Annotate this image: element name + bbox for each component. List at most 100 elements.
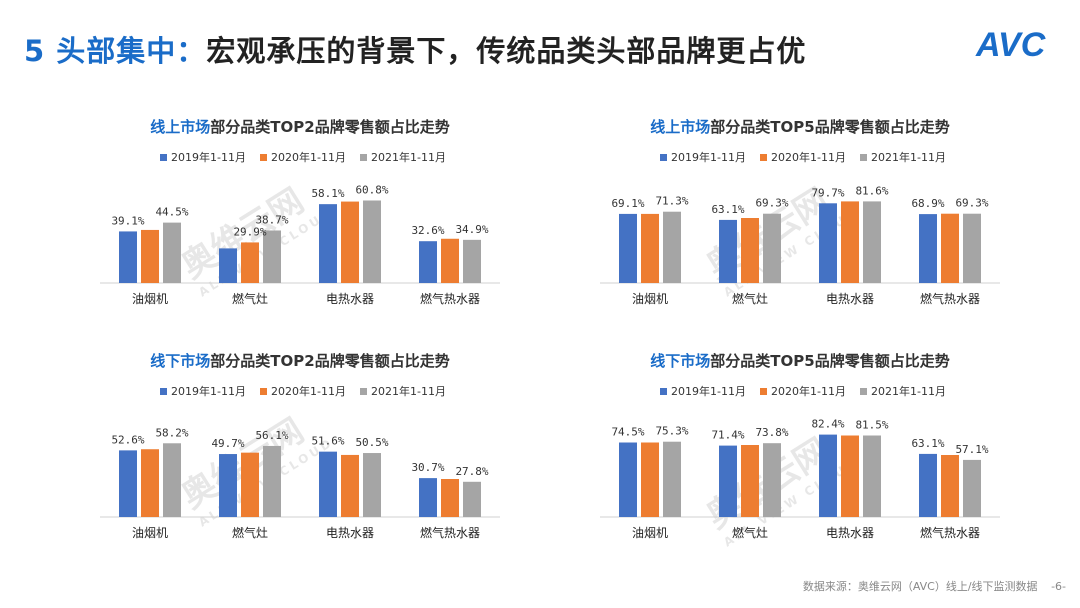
data-label: 69.3%: [755, 197, 788, 210]
source-note: 数据来源：奥维云网（AVC）线上/线下监测数据: [802, 580, 1038, 593]
bar: [363, 200, 381, 283]
data-label: 74.5%: [611, 426, 644, 439]
chart-title: 线下市场部分品类TOP5品牌零售额占比走势: [650, 352, 949, 370]
legend-swatch: [260, 154, 267, 161]
x-tick-label: 电热水器: [326, 526, 374, 540]
bar: [419, 241, 437, 283]
x-tick-label: 油烟机: [132, 526, 168, 540]
title-highlight: 头部集中：: [56, 34, 207, 68]
bar: [819, 434, 837, 517]
bar: [119, 231, 137, 283]
bar: [919, 453, 937, 517]
data-label: 34.9%: [455, 223, 488, 236]
bar: [263, 445, 281, 517]
data-label: 69.3%: [955, 197, 988, 210]
bar: [141, 229, 159, 283]
bar: [141, 449, 159, 517]
legend-label: 2019年1-11月: [671, 384, 746, 398]
x-tick-label: 燃气热水器: [420, 525, 480, 540]
bar: [163, 222, 181, 283]
data-label: 50.5%: [355, 436, 388, 449]
bar: [319, 451, 337, 517]
x-tick-label: 燃气热水器: [420, 291, 480, 306]
legend-swatch: [660, 154, 667, 161]
data-label: 69.1%: [611, 197, 644, 210]
data-label: 73.8%: [755, 426, 788, 439]
data-label: 30.7%: [411, 461, 444, 474]
x-tick-label: 燃气灶: [732, 291, 768, 306]
data-label: 27.8%: [455, 465, 488, 478]
legend-label: 2021年1-11月: [371, 150, 446, 164]
x-tick-label: 燃气热水器: [920, 525, 980, 540]
chart-title: 线上市场部分品类TOP2品牌零售额占比走势: [150, 118, 449, 136]
bar: [463, 239, 481, 283]
bar: [119, 450, 137, 517]
x-tick-label: 燃气灶: [232, 291, 268, 306]
page-title: 5 头部集中：宏观承压的背景下，传统品类头部品牌更占优: [24, 28, 806, 70]
bar: [863, 201, 881, 283]
section-number: 5: [24, 34, 46, 68]
data-label: 63.1%: [711, 203, 744, 216]
bar: [441, 479, 459, 517]
legend-label: 2020年1-11月: [271, 150, 346, 164]
data-label: 58.1%: [311, 187, 344, 200]
x-tick-label: 电热水器: [826, 292, 874, 306]
legend-label: 2019年1-11月: [171, 384, 246, 398]
avc-logo: AVC: [975, 26, 1046, 64]
data-label: 71.4%: [711, 429, 744, 442]
bar: [763, 213, 781, 283]
bar: [941, 213, 959, 283]
bar: [419, 478, 437, 517]
legend-label: 2020年1-11月: [271, 384, 346, 398]
legend-swatch: [860, 154, 867, 161]
data-label: 68.9%: [911, 197, 944, 210]
x-tick-label: 电热水器: [326, 292, 374, 306]
bar: [341, 454, 359, 517]
x-tick-label: 电热水器: [826, 526, 874, 540]
chart-title: 线上市场部分品类TOP5品牌零售额占比走势: [650, 118, 949, 136]
data-label: 29.9%: [233, 225, 266, 238]
legend-swatch: [860, 388, 867, 395]
x-tick-label: 油烟机: [632, 292, 668, 306]
bar: [463, 481, 481, 517]
bar: [819, 203, 837, 283]
chart-online-top5: 线上市场部分品类TOP5品牌零售额占比走势 2019年1-11月 2020年1-11…: [590, 108, 1010, 308]
data-label: 60.8%: [355, 183, 388, 196]
bar: [619, 442, 637, 517]
legend-label: 2020年1-11月: [771, 384, 846, 398]
bar: [319, 204, 337, 283]
bar: [219, 248, 237, 283]
bar: [641, 442, 659, 517]
legend-swatch: [260, 388, 267, 395]
data-label: 82.4%: [811, 418, 844, 431]
chart-offline-top2: 线下市场部分品类TOP2品牌零售额占比走势 2019年1-11月 2020年1-11…: [90, 342, 510, 542]
legend-label: 2020年1-11月: [771, 150, 846, 164]
bar: [241, 452, 259, 517]
data-label: 79.7%: [811, 186, 844, 199]
bar: [841, 435, 859, 517]
data-label: 71.3%: [655, 195, 688, 208]
bar: [741, 445, 759, 517]
legend-label: 2021年1-11月: [871, 384, 946, 398]
legend-label: 2021年1-11月: [871, 150, 946, 164]
data-label: 57.1%: [955, 443, 988, 456]
legend-swatch: [360, 388, 367, 395]
bar: [941, 455, 959, 517]
bar: [841, 201, 859, 283]
bar: [663, 211, 681, 283]
data-label: 58.2%: [155, 426, 188, 439]
data-label: 63.1%: [911, 437, 944, 450]
chart-offline-top5: 线下市场部分品类TOP5品牌零售额占比走势 2019年1-11月 2020年1-11…: [590, 342, 1010, 542]
data-label: 32.6%: [411, 224, 444, 237]
bar: [441, 238, 459, 283]
legend-swatch: [160, 388, 167, 395]
data-label: 56.1%: [255, 429, 288, 442]
bar: [763, 443, 781, 517]
bar: [163, 443, 181, 517]
legend-swatch: [760, 154, 767, 161]
data-label: 38.7%: [255, 213, 288, 226]
bar: [641, 213, 659, 283]
chart-online-top2: 线上市场部分品类TOP2品牌零售额占比走势 2019年1-11月 2020年1-11…: [90, 108, 510, 308]
chart-title: 线下市场部分品类TOP2品牌零售额占比走势: [150, 352, 449, 370]
bar: [241, 242, 259, 283]
